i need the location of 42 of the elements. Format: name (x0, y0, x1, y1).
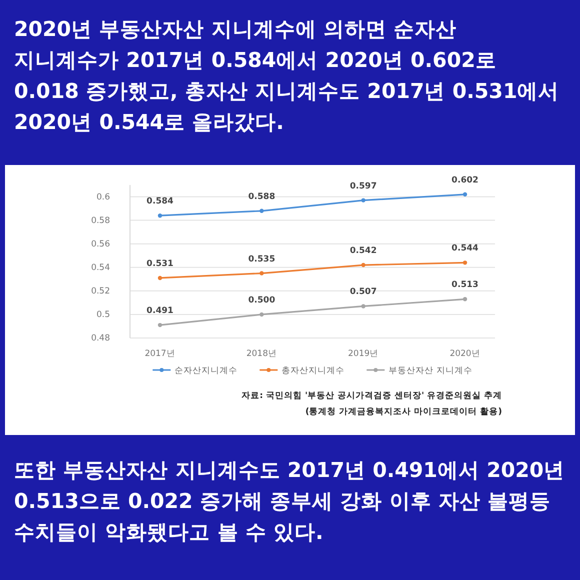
data-label: 0.507 (350, 287, 377, 298)
data-label: 0.500 (248, 295, 276, 306)
point (158, 213, 162, 218)
data-label: 0.531 (146, 258, 174, 269)
y-tick-label: 0.54 (91, 263, 110, 274)
point (462, 297, 468, 302)
data-label: 0.535 (248, 254, 276, 264)
data-label: 0.597 (350, 181, 377, 192)
y-tick-label: 0.48 (91, 334, 110, 344)
x-tick-label: 2018년 (246, 349, 277, 360)
legend-label: 총자산지니계수 (282, 366, 345, 376)
y-tick-label: 0.5 (96, 310, 110, 320)
point (462, 260, 468, 265)
x-tick-label: 2019년 (348, 349, 379, 360)
x-tick-label: 2017년 (144, 349, 176, 360)
y-tick-label: 0.52 (91, 286, 110, 297)
text: (통계청 가계금융복지조사 마이크로데이터 활용) (305, 407, 502, 417)
point (260, 312, 264, 317)
data-label: 0.513 (452, 280, 479, 290)
point (158, 322, 162, 328)
y-tick-label: 0.58 (91, 216, 110, 226)
point (361, 198, 366, 202)
point (361, 262, 366, 268)
data-label: 0.542 (350, 246, 377, 256)
data-label: 0.491 (146, 306, 174, 316)
point (260, 208, 264, 213)
data-label: 0.584 (146, 196, 174, 207)
text: 또한 부동산자산 지니계수도 2017년 0.491에서 2020년 0.513으로 0.022 증가해 종부세 강화 이후 자산 불평등 수치들이 악화됐다고 볼 수 있다. (14, 457, 566, 546)
point (158, 276, 162, 280)
text: 자료: 국민의힘 '부동산 공시가격검증 센터장' 유경준의원실 추계 (242, 391, 502, 401)
data-label: 0.544 (452, 244, 479, 254)
point (260, 271, 264, 276)
data-label: 0.602 (452, 175, 479, 186)
legend-label: 순자산지니계수 (174, 366, 238, 376)
x-tick-label: 2020년 (450, 349, 480, 360)
point (462, 192, 468, 197)
chart-title: 2020년 부동산자산 지니계수에 의하면 순자산 지니계수가 2017년 0.584에서 2020년 0.602로 0.018 증가했고, 총자산 지니계수도 2017년 0.531에서 2020년 0.544로 올라갔다. (14, 16, 560, 136)
point (361, 304, 366, 308)
y-tick-label: 0.56 (91, 240, 110, 250)
data-label: 0.588 (248, 192, 276, 202)
y-tick-label: 0.6 (96, 192, 110, 202)
legend-label: 부동산자산 지니계수 (388, 366, 472, 376)
